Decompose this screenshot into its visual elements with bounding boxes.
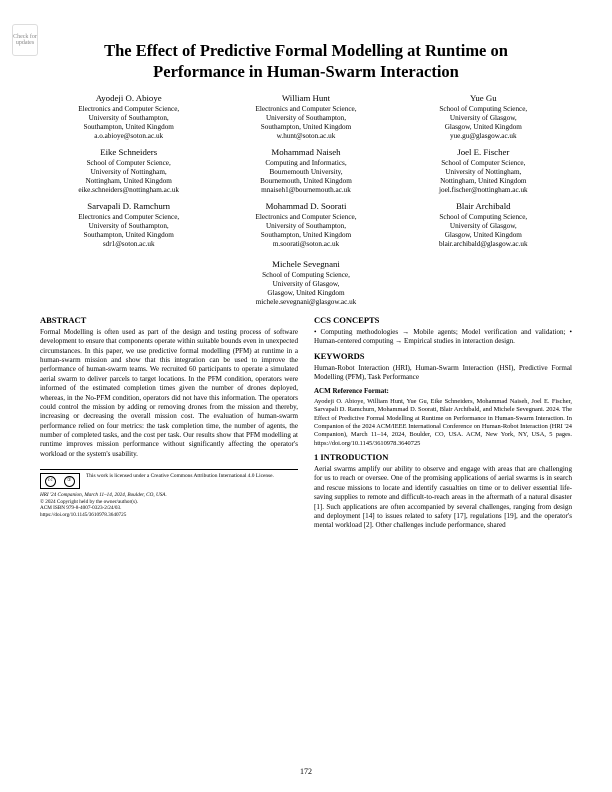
author-aff: University of Nottingham, <box>397 168 570 177</box>
refformat-heading: ACM Reference Format: <box>314 387 572 396</box>
author-aff: Glasgow, United Kingdom <box>397 231 570 240</box>
author-aff: Glasgow, United Kingdom <box>397 123 570 132</box>
author-aff: Southampton, United Kingdom <box>42 123 215 132</box>
two-column-body: ABSTRACT Formal Modelling is often used … <box>40 313 572 535</box>
author-aff: Electronics and Computer Science, <box>219 213 392 222</box>
paper-title: The Effect of Predictive Formal Modellin… <box>40 40 572 83</box>
author-aff: University of Nottingham, <box>42 168 215 177</box>
author-aff: Electronics and Computer Science, <box>219 105 392 114</box>
author-aff: Bournemouth University, <box>219 168 392 177</box>
author-aff: Glasgow, United Kingdom <box>175 289 437 298</box>
footer-block: HRI '24 Companion, March 11–14, 2024, Bo… <box>40 492 298 518</box>
license-text: This work is licensed under a Creative C… <box>86 473 274 480</box>
author-name: Eike Schneiders <box>42 147 215 158</box>
refformat-text: Ayodeji O. Abioye, William Hunt, Yue Gu,… <box>314 398 572 448</box>
author-aff: School of Computing Science, <box>397 105 570 114</box>
author-block: Joel E. FischerSchool of Computer Scienc… <box>395 147 572 195</box>
title-line-1: The Effect of Predictive Formal Modellin… <box>104 41 508 60</box>
author-solo: Michele Sevegnani School of Computing Sc… <box>173 259 439 307</box>
author-aff: School of Computing Science, <box>175 271 437 280</box>
author-name: Michele Sevegnani <box>175 259 437 270</box>
author-aff: University of Glasgow, <box>175 280 437 289</box>
author-aff: Nottingham, United Kingdom <box>397 177 570 186</box>
author-email: yue.gu@glasgow.ac.uk <box>397 132 570 141</box>
author-aff: Electronics and Computer Science, <box>42 105 215 114</box>
footer-line: https://doi.org/10.1145/3610978.3640725 <box>40 512 126 518</box>
right-column: CCS CONCEPTS • Computing methodologies →… <box>314 313 572 535</box>
author-aff: University of Southampton, <box>42 114 215 123</box>
cc-by-icon: cc ① <box>40 473 80 489</box>
footer-line: ACM ISBN 979-8-4007-0323-2/24/03. <box>40 505 121 511</box>
author-aff: University of Glasgow, <box>397 222 570 231</box>
footer-line: HRI '24 Companion, March 11–14, 2024, Bo… <box>40 492 167 498</box>
by-circle-icon: ① <box>64 476 75 487</box>
author-block: Blair ArchibaldSchool of Computing Scien… <box>395 201 572 249</box>
abstract-text: Formal Modelling is often used as part o… <box>40 328 298 459</box>
author-aff: University of Southampton, <box>219 114 392 123</box>
authors-grid: Ayodeji O. AbioyeElectronics and Compute… <box>40 93 572 255</box>
author-aff: Southampton, United Kingdom <box>42 231 215 240</box>
footer-line: © 2024 Copyright held by the owner/autho… <box>40 499 138 505</box>
author-name: William Hunt <box>219 93 392 104</box>
page-container: The Effect of Predictive Formal Modellin… <box>0 0 612 555</box>
author-block: Yue GuSchool of Computing Science,Univer… <box>395 93 572 141</box>
author-block: Ayodeji O. AbioyeElectronics and Compute… <box>40 93 217 141</box>
author-name: Joel E. Fischer <box>397 147 570 158</box>
author-aff: Southampton, United Kingdom <box>219 123 392 132</box>
keywords-text: Human-Robot Interaction (HRI), Human-Swa… <box>314 364 572 383</box>
author-block: Eike SchneidersSchool of Computer Scienc… <box>40 147 217 195</box>
author-aff: School of Computer Science, <box>42 159 215 168</box>
author-email: michele.sevegnani@glasgow.ac.uk <box>175 298 437 307</box>
author-email: eike.schneiders@nottingham.ac.uk <box>42 186 215 195</box>
author-name: Mohammad Naiseh <box>219 147 392 158</box>
page-number: 172 <box>0 767 612 776</box>
author-aff: Southampton, United Kingdom <box>219 231 392 240</box>
author-aff: Computing and Informatics, <box>219 159 392 168</box>
intro-text: Aerial swarms amplify our ability to obs… <box>314 465 572 531</box>
author-name: Yue Gu <box>397 93 570 104</box>
author-email: joel.fischer@nottingham.ac.uk <box>397 186 570 195</box>
author-email: a.o.abioye@soton.ac.uk <box>42 132 215 141</box>
author-name: Mohammad D. Soorati <box>219 201 392 212</box>
author-aff: University of Southampton, <box>219 222 392 231</box>
author-name: Sarvapali D. Ramchurn <box>42 201 215 212</box>
intro-heading: 1 INTRODUCTION <box>314 452 572 463</box>
ccs-text: • Computing methodologies → Mobile agent… <box>314 328 572 347</box>
author-aff: Nottingham, United Kingdom <box>42 177 215 186</box>
author-email: m.soorati@soton.ac.uk <box>219 240 392 249</box>
author-aff: Electronics and Computer Science, <box>42 213 215 222</box>
author-block: William HuntElectronics and Computer Sci… <box>217 93 394 141</box>
author-aff: University of Glasgow, <box>397 114 570 123</box>
author-email: mnaiseh1@bournemouth.ac.uk <box>219 186 392 195</box>
author-block: Mohammad D. SooratiElectronics and Compu… <box>217 201 394 249</box>
author-aff: School of Computer Science, <box>397 159 570 168</box>
title-line-2: Performance in Human-Swarm Interaction <box>153 62 459 81</box>
cc-circle-icon: cc <box>45 476 56 487</box>
author-name: Blair Archibald <box>397 201 570 212</box>
author-aff: Bournemouth, United Kingdom <box>219 177 392 186</box>
author-name: Ayodeji O. Abioye <box>42 93 215 104</box>
left-column: ABSTRACT Formal Modelling is often used … <box>40 313 298 535</box>
author-email: sdr1@soton.ac.uk <box>42 240 215 249</box>
ccs-heading: CCS CONCEPTS <box>314 315 572 326</box>
author-email: w.hunt@soton.ac.uk <box>219 132 392 141</box>
update-badge: Check for updates <box>12 24 38 56</box>
author-block: Sarvapali D. RamchurnElectronics and Com… <box>40 201 217 249</box>
keywords-heading: KEYWORDS <box>314 351 572 362</box>
abstract-heading: ABSTRACT <box>40 315 298 326</box>
author-block: Mohammad NaisehComputing and Informatics… <box>217 147 394 195</box>
author-aff: University of Southampton, <box>42 222 215 231</box>
author-aff: School of Computing Science, <box>397 213 570 222</box>
author-email: blair.archibald@glasgow.ac.uk <box>397 240 570 249</box>
license-block: cc ① This work is licensed under a Creat… <box>40 469 298 489</box>
